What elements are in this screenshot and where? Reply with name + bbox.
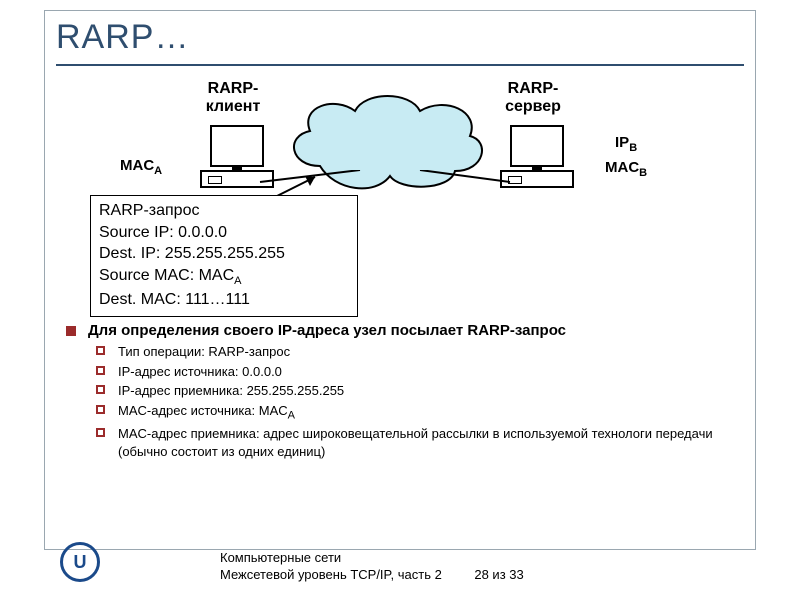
bullet-item-0: Тип операции: RARP-запрос [96, 343, 746, 361]
server-label: RARP- сервер [488, 80, 578, 115]
ip-b-label: IPB [615, 135, 637, 154]
mac-b-text: MAC [605, 159, 639, 176]
ip-b-sub: B [629, 142, 637, 154]
client-label: RARP- клиент [188, 80, 278, 115]
req-line2: Source IP: 0.0.0.0 [99, 222, 349, 244]
req-line3: Dest. IP: 255.255.255.255 [99, 243, 349, 265]
mac-a-text: MAC [120, 157, 154, 174]
title-rule [56, 64, 744, 66]
logo-text: U [74, 552, 87, 573]
network-diagram: RARP- клиент RARP- сервер MACA IPB MACB … [60, 80, 720, 310]
mac-a-sub: A [154, 165, 162, 177]
footer-text: Компьютерные сети Межсетевой уровень TCP… [220, 550, 524, 584]
bullet-item-4: MAC-адрес приемника: адрес широковещател… [96, 425, 746, 460]
ip-b-text: IP [615, 134, 629, 151]
bullet-item-3: MAC-адрес источника: MACA [96, 402, 746, 423]
footer-line2: Межсетевой уровень TCP/IP, часть 2 [220, 567, 442, 582]
req-line4: Source MAC: MACA [99, 265, 349, 289]
mac-b-label: MACB [605, 160, 647, 179]
req-line5: Dest. MAC: 111…111 [99, 289, 349, 311]
footer-line1: Компьютерные сети [220, 550, 524, 567]
bullet-list: Для определения своего IP-адреса узел по… [66, 322, 746, 462]
rarp-request-box: RARP-запрос Source IP: 0.0.0.0 Dest. IP:… [90, 195, 358, 317]
bullet-main: Для определения своего IP-адреса узел по… [66, 322, 746, 339]
mac-b-sub: B [639, 167, 647, 179]
org-logo: U [60, 542, 100, 582]
bullet-item-1: IP-адрес источника: 0.0.0.0 [96, 363, 746, 381]
mac-a-label: MACA [120, 158, 162, 177]
req-line1: RARP-запрос [99, 200, 349, 222]
page-number: 28 из 33 [474, 567, 523, 582]
bullet-item-2: IP-адрес приемника: 255.255.255.255 [96, 382, 746, 400]
page-title: RARP… [56, 18, 189, 57]
